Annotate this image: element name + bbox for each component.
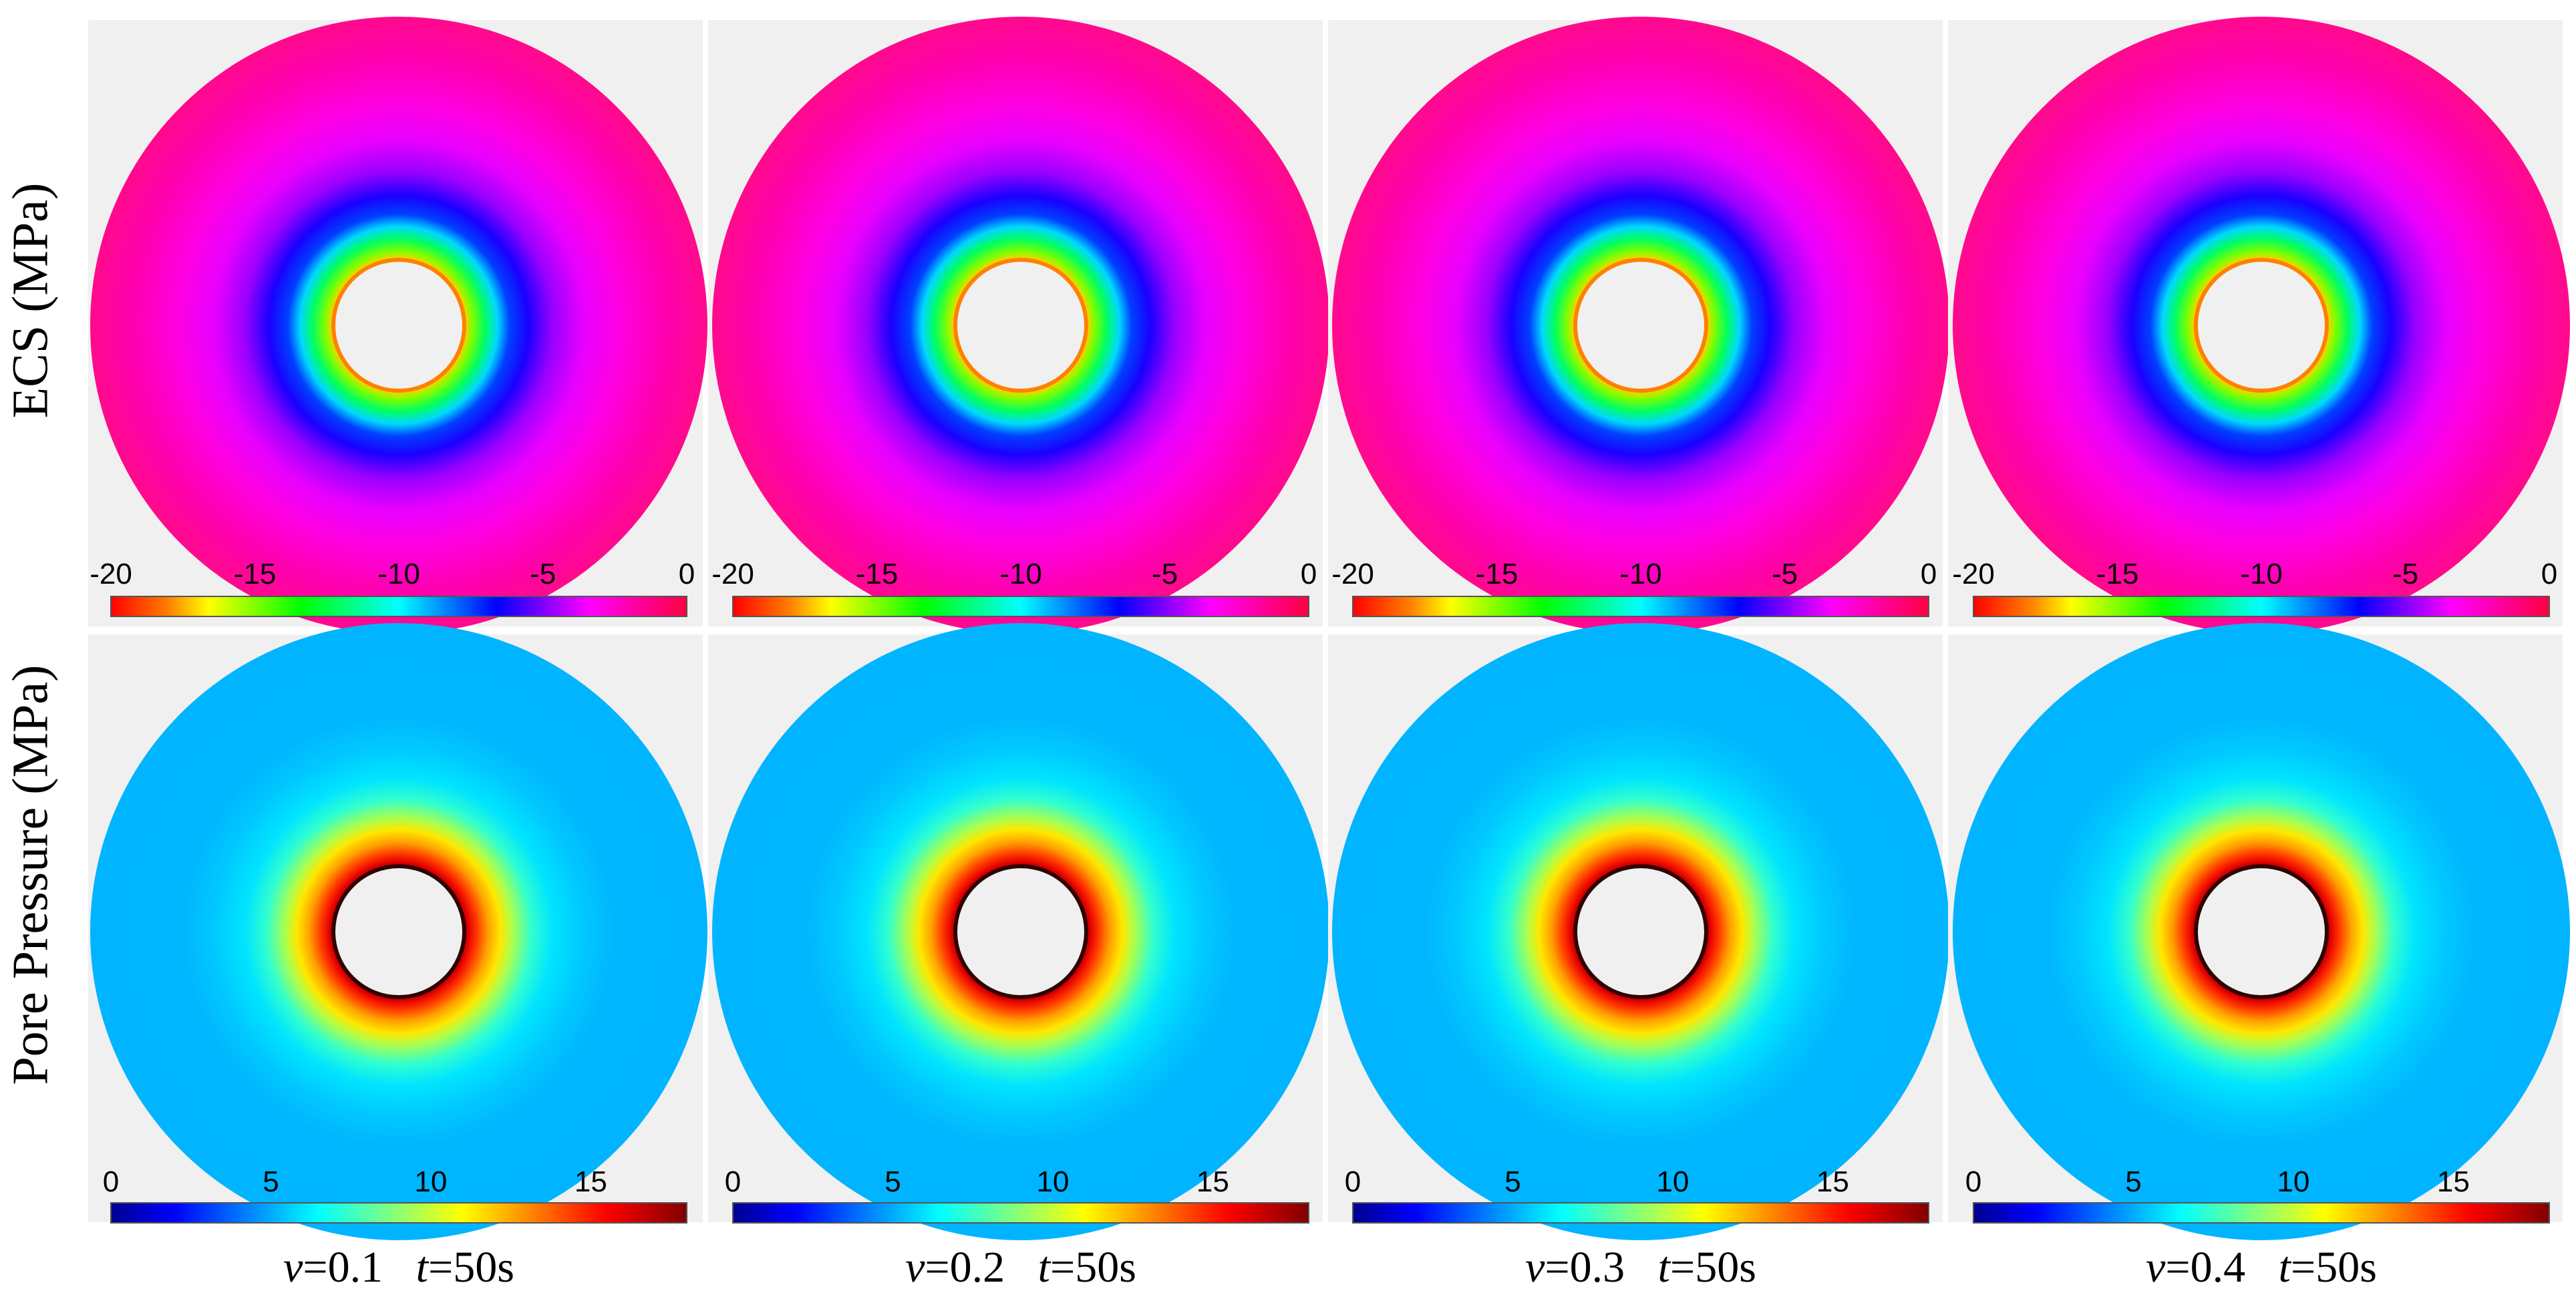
borehole <box>953 258 1088 393</box>
pore-pressure-colorbar <box>110 1202 687 1224</box>
ecs-colorbar-tick-label: -5 <box>1771 558 1798 590</box>
time-symbol: t <box>1657 1243 1670 1292</box>
ecs-colorbar-tick-label: 0 <box>1920 558 1937 590</box>
pore-pressure-panel-2 <box>708 623 1329 1240</box>
ecs-colorbar-tick-label: -10 <box>1619 558 1662 590</box>
pore-pressure-colorbar-tick-label: 15 <box>1816 1165 1849 1198</box>
row-label-ecs: ECS (MPa) <box>2 182 59 419</box>
caption-spacer <box>1005 1243 1038 1292</box>
ecs-colorbar-tick-label: -15 <box>855 558 899 590</box>
time-symbol: t <box>416 1243 428 1292</box>
ecs-colorbar-tick-label: -10 <box>999 558 1042 590</box>
ecs-colorbar-tick-label: -20 <box>1331 558 1374 590</box>
caption-spacer <box>1625 1243 1658 1292</box>
pore-pressure-colorbar-tick-label: 0 <box>724 1165 742 1198</box>
borehole <box>331 864 466 999</box>
poisson-value: =0.4 <box>2165 1243 2246 1292</box>
ecs-colorbar-tick-label: -20 <box>90 558 132 590</box>
caption-spacer <box>2245 1243 2279 1292</box>
pore-pressure-colorbar-tick-label: 10 <box>1656 1165 1689 1198</box>
poisson-symbol: v <box>1525 1243 1545 1292</box>
ecs-panel-1 <box>88 17 707 634</box>
pore-pressure-colorbar-tick-label: 0 <box>1344 1165 1361 1198</box>
borehole <box>953 864 1088 999</box>
column-caption-2: v=0.2 t=50s <box>905 1246 1136 1290</box>
pore-pressure-colorbar-tick-label: 10 <box>1036 1165 1070 1198</box>
column-caption-1: v=0.1 t=50s <box>283 1246 514 1290</box>
ecs-panel-4 <box>1948 17 2570 634</box>
borehole <box>331 258 466 393</box>
time-symbol: t <box>2278 1243 2291 1292</box>
ecs-colorbar <box>1973 596 2550 617</box>
ecs-colorbar-tick-label: -20 <box>711 558 754 590</box>
pore-pressure-colorbar-tick-label: 5 <box>263 1165 279 1198</box>
pore-pressure-colorbar-tick-label: 15 <box>574 1165 607 1198</box>
time-value: =50s <box>2290 1243 2377 1292</box>
poisson-value: =0.2 <box>925 1243 1005 1292</box>
borehole <box>2194 258 2329 393</box>
poisson-symbol: v <box>283 1243 303 1292</box>
column-caption-4: v=0.4 t=50s <box>2146 1246 2377 1290</box>
pore-pressure-panel-4 <box>1948 623 2570 1240</box>
poisson-symbol: v <box>2146 1243 2166 1292</box>
time-value: =50s <box>1050 1243 1136 1292</box>
pore-pressure-colorbar <box>1352 1202 1929 1224</box>
ecs-colorbar-tick-label: -15 <box>1475 558 1518 590</box>
time-value: =50s <box>1669 1243 1756 1292</box>
pore-pressure-colorbar-tick-label: 10 <box>414 1165 448 1198</box>
ecs-colorbar-tick-label: 0 <box>678 558 695 590</box>
pore-pressure-colorbar-tick-label: 5 <box>1504 1165 1521 1198</box>
poisson-value: =0.1 <box>303 1243 383 1292</box>
pore-pressure-colorbar <box>1973 1202 2550 1224</box>
pore-pressure-colorbar-tick-label: 0 <box>1965 1165 1982 1198</box>
ecs-panel-2 <box>708 17 1329 634</box>
pore-pressure-colorbar-tick-label: 10 <box>2277 1165 2310 1198</box>
ecs-colorbar-tick-label: -10 <box>2240 558 2283 590</box>
ecs-colorbar-tick-label: -10 <box>377 558 420 590</box>
borehole <box>1573 864 1708 999</box>
pore-pressure-colorbar <box>732 1202 1309 1224</box>
time-value: =50s <box>428 1243 514 1292</box>
ecs-colorbar <box>732 596 1309 617</box>
caption-spacer <box>383 1243 416 1292</box>
pore-pressure-colorbar-tick-label: 15 <box>1196 1165 1229 1198</box>
ecs-colorbar-tick-label: 0 <box>2541 558 2558 590</box>
ecs-colorbar-tick-label: -5 <box>2392 558 2419 590</box>
ecs-colorbar-tick-label: -5 <box>1151 558 1178 590</box>
ecs-colorbar-tick-label: -20 <box>1952 558 1995 590</box>
column-caption-3: v=0.3 t=50s <box>1525 1246 1756 1290</box>
ecs-colorbar-tick-label: -5 <box>529 558 556 590</box>
time-symbol: t <box>1037 1243 1050 1292</box>
ecs-colorbar-tick-label: 0 <box>1300 558 1317 590</box>
pore-pressure-panel-3 <box>1328 623 1949 1240</box>
ecs-panel-3 <box>1328 17 1949 634</box>
pore-pressure-colorbar-tick-label: 0 <box>102 1165 120 1198</box>
ecs-colorbar-tick-label: -15 <box>2096 558 2139 590</box>
pore-pressure-colorbar-tick-label: 5 <box>884 1165 901 1198</box>
row-label-pore-pressure: Pore Pressure (MPa) <box>2 665 59 1085</box>
ecs-colorbar-tick-label: -15 <box>233 558 277 590</box>
borehole <box>1573 258 1708 393</box>
pore-pressure-panel-1 <box>88 623 707 1240</box>
poisson-value: =0.3 <box>1545 1243 1625 1292</box>
borehole <box>2194 864 2329 999</box>
ecs-colorbar <box>1352 596 1929 617</box>
poisson-symbol: v <box>905 1243 925 1292</box>
pore-pressure-colorbar-tick-label: 15 <box>2436 1165 2470 1198</box>
pore-pressure-colorbar-tick-label: 5 <box>2125 1165 2142 1198</box>
ecs-colorbar <box>110 596 687 617</box>
